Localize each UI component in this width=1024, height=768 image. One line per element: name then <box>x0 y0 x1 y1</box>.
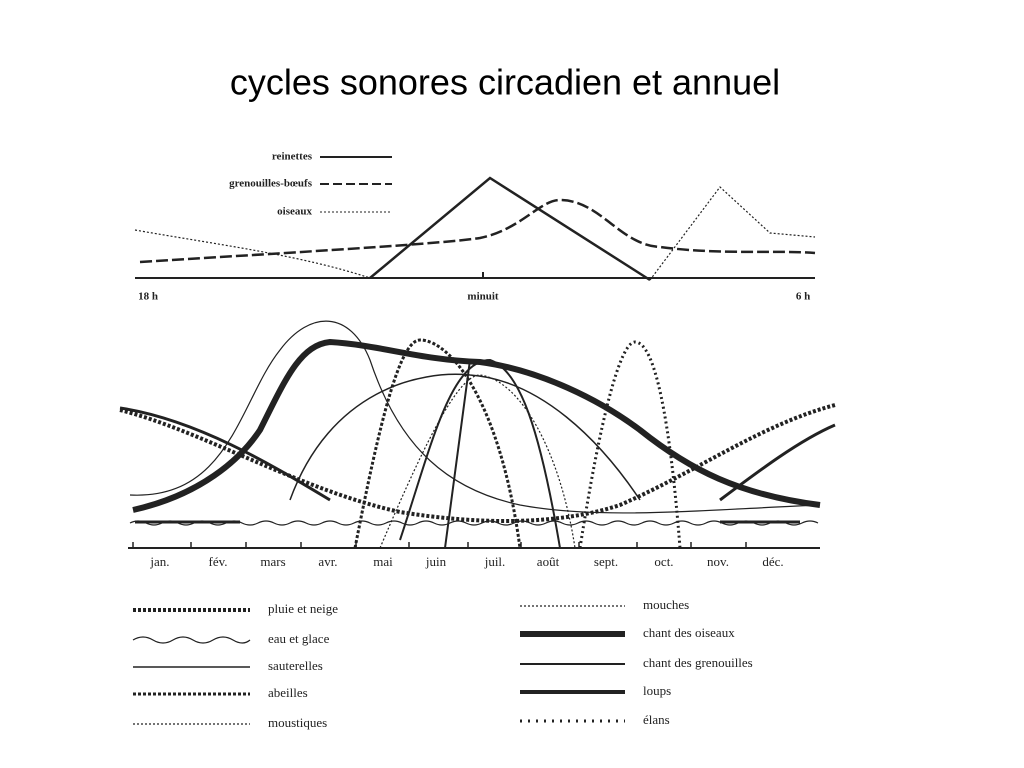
month-label: avr. <box>318 554 337 569</box>
legend: pluie et neige eau et glace sauterelles abe… <box>132 597 753 730</box>
x-label: 18 h <box>138 291 158 303</box>
month-label: sept. <box>594 554 618 569</box>
month-label: août <box>537 554 560 569</box>
legend-label: oiseaux <box>277 206 312 218</box>
annual-chart: jan. fév. mars avr. mai juin juil. août sept. oct… <box>119 320 836 569</box>
x-label: minuit <box>467 291 499 303</box>
legend-label: loups <box>643 683 671 698</box>
month-label: mai <box>373 554 393 569</box>
month-label: fév. <box>208 554 227 569</box>
curve-mouches <box>379 374 576 549</box>
curve-reinettes <box>369 176 651 282</box>
month-label: oct. <box>654 554 673 569</box>
daily-chart: reinettes grenouilles-bœufs oiseaux 18 h min… <box>134 151 816 303</box>
x-label: 6 h <box>796 291 810 303</box>
month-label: jan. <box>149 554 169 569</box>
curve-chant-grenouilles <box>399 358 561 549</box>
curve-chant-oiseaux <box>132 338 821 513</box>
curve-oiseaux <box>134 186 816 281</box>
month-label: mars <box>260 554 285 569</box>
legend-label: abeilles <box>268 685 308 700</box>
legend-label: pluie et neige <box>268 601 338 616</box>
legend-label: moustiques <box>268 715 327 730</box>
curve-moustiques <box>129 320 821 514</box>
slide-title: cycles sonores circadien et annuel <box>230 62 780 103</box>
month-label: déc. <box>762 554 783 569</box>
month-label: juin <box>425 554 447 569</box>
legend-label: chant des oiseaux <box>643 625 735 640</box>
curve-loups <box>119 406 836 502</box>
curve-sauterelles <box>289 373 641 501</box>
legend-label: élans <box>643 712 670 727</box>
curve-grenouilles <box>139 198 816 264</box>
curve-eau-glace <box>129 520 819 526</box>
month-label: nov. <box>707 554 729 569</box>
legend-line <box>132 636 251 644</box>
curve-elans <box>578 340 682 549</box>
legend-label: eau et glace <box>268 631 330 646</box>
curve-abeilles <box>353 338 522 549</box>
month-label: juil. <box>484 554 506 569</box>
legend-label: mouches <box>643 597 689 612</box>
legend-label: chant des grenouilles <box>643 655 753 670</box>
legend-label: sauterelles <box>268 658 323 673</box>
legend-label: grenouilles-bœufs <box>229 178 313 190</box>
legend-label: reinettes <box>272 151 313 163</box>
